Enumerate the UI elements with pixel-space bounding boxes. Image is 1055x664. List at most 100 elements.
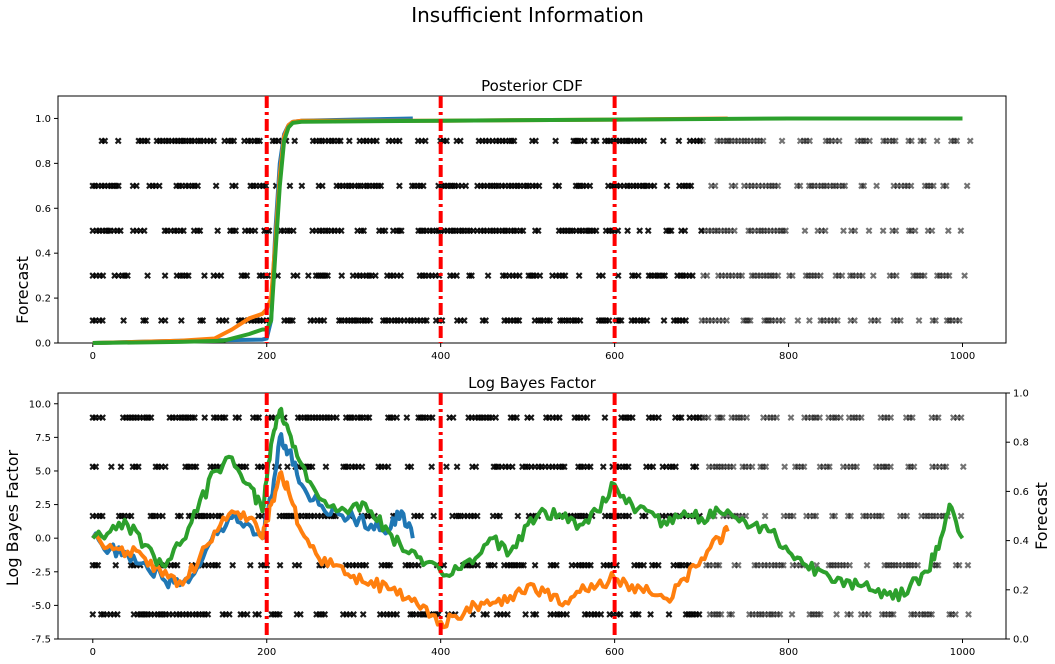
forecast-marker	[484, 272, 492, 280]
forecast-marker	[201, 414, 209, 421]
forecast-marker	[635, 611, 642, 618]
forecast-marker	[212, 182, 220, 190]
axes-frame	[57, 392, 1007, 640]
forecast-marker	[908, 137, 915, 145]
forecast-marker	[99, 272, 107, 280]
forecast-marker	[320, 317, 328, 324]
forecast-marker	[177, 317, 185, 324]
forecast-marker	[161, 463, 169, 471]
forecast-marker	[235, 414, 243, 421]
figure-title: Insufficient Information	[411, 3, 644, 27]
forecast-marker	[217, 272, 225, 280]
forecast-marker	[717, 611, 725, 618]
forecast-marker	[592, 137, 600, 145]
x-tick-label: 0	[90, 351, 96, 362]
forecast-marker	[650, 182, 658, 190]
forecast-marker-row	[89, 463, 967, 471]
plot-area: 0 200 400 600 800 1000 0.0 0.2 0.4 0.6 0.8 1.0	[35, 95, 1007, 362]
forecast-marker	[560, 463, 568, 471]
forecast-marker	[932, 317, 939, 324]
x-tick-label: 800	[779, 351, 798, 362]
x-tick-label: 200	[257, 647, 276, 658]
forecast-marker	[407, 463, 415, 471]
forecast-marker	[210, 137, 218, 145]
forecast-marker	[592, 227, 600, 235]
forecast-marker	[117, 463, 125, 471]
forecast-marker	[806, 137, 814, 145]
forecast-marker	[692, 463, 700, 471]
forecast-marker	[841, 182, 849, 190]
forecast-marker	[124, 272, 131, 280]
forecast-marker	[731, 182, 739, 190]
forecast-marker	[728, 611, 736, 618]
forecast-marker	[599, 272, 607, 280]
forecast-marker	[719, 414, 726, 421]
forecast-marker	[853, 463, 861, 471]
x-tick-label: 400	[431, 351, 450, 362]
forecast-marker	[672, 463, 679, 471]
forecast-marker-row	[89, 414, 965, 421]
forecast-marker	[456, 137, 464, 145]
forecast-marker	[92, 463, 100, 471]
forecast-marker	[837, 414, 844, 421]
forecast-marker	[704, 414, 712, 421]
forecast-marker	[857, 414, 865, 421]
forecast-marker	[695, 611, 703, 618]
forecast-marker	[393, 414, 401, 421]
series-line-1	[91, 470, 730, 630]
forecast-marker	[665, 611, 673, 618]
forecast-marker	[362, 561, 370, 569]
forecast-marker	[184, 272, 192, 280]
forecast-marker	[661, 272, 669, 280]
forecast-marker	[643, 317, 651, 324]
axes-frame	[57, 95, 1007, 344]
forecast-marker	[891, 137, 899, 145]
y-tick-label: 7.5	[35, 433, 51, 444]
forecast-marker	[575, 272, 583, 280]
forecast-marker	[532, 137, 539, 145]
forecast-marker	[144, 137, 151, 145]
forecast-marker	[869, 272, 877, 280]
forecast-marker	[177, 512, 185, 520]
forecast-marker	[255, 414, 263, 421]
forecast-marker	[933, 137, 941, 145]
forecast-marker	[201, 272, 208, 280]
forecast-marker	[677, 414, 685, 421]
forecast-marker	[159, 512, 166, 520]
forecast-marker	[910, 463, 918, 471]
forecast-marker	[965, 611, 972, 618]
forecast-marker	[907, 182, 915, 190]
forecast-marker	[703, 272, 711, 280]
forecast-marker	[291, 137, 299, 145]
y-tick-label: 0.0	[35, 339, 51, 350]
forecast-marker	[817, 272, 824, 280]
forecast-marker	[453, 272, 461, 280]
forecast-marker	[928, 227, 936, 235]
forecast-marker	[873, 182, 880, 190]
forecast-marker	[920, 137, 927, 145]
forecast-marker	[428, 414, 436, 421]
forecast-marker	[199, 317, 207, 324]
forecast-marker	[583, 414, 591, 421]
forecast-marker	[821, 227, 829, 235]
y-tick-label: 0.2	[35, 294, 51, 305]
forecast-marker	[417, 512, 425, 520]
forecast-marker	[365, 414, 373, 421]
forecast-marker	[242, 463, 250, 471]
forecast-marker	[333, 414, 340, 421]
forecast-marker	[915, 317, 923, 324]
forecast-marker	[865, 227, 873, 235]
forecast-marker	[957, 512, 965, 520]
forecast-marker	[817, 611, 824, 618]
forecast-marker	[161, 317, 169, 324]
forecast-marker	[243, 272, 251, 280]
forecast-marker	[472, 463, 480, 471]
forecast-marker	[640, 137, 648, 145]
forecast-marker	[715, 561, 723, 569]
forecast-marker	[834, 317, 841, 324]
forecast-marker	[194, 182, 202, 190]
forecast-marker	[851, 317, 858, 324]
forecast-marker	[214, 561, 222, 569]
forecast-marker	[953, 137, 961, 145]
series-line-2	[91, 406, 965, 603]
